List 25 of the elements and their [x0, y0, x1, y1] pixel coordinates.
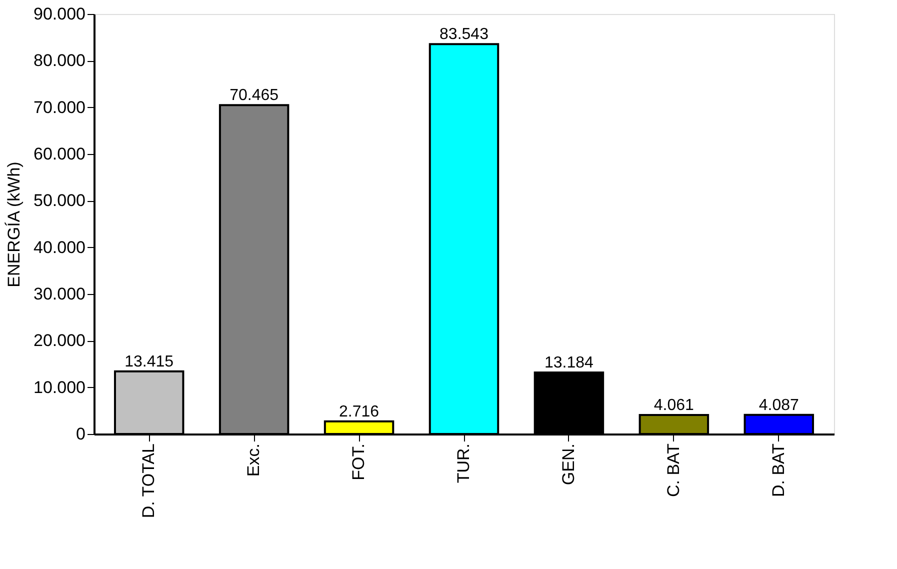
- data-label: 83.543: [440, 26, 489, 44]
- data-label: 2.716: [339, 403, 380, 420]
- y-tick-label: 40.000: [34, 238, 86, 257]
- y-tick-label: 50.000: [34, 191, 86, 210]
- y-tick-label: 90.000: [34, 4, 86, 24]
- y-tick-label: 30.000: [34, 284, 86, 304]
- y-tick-label: 70.000: [34, 98, 86, 117]
- data-label: 13.415: [124, 353, 174, 370]
- x-tick-label: TUR.: [454, 444, 473, 484]
- data-label: 4.087: [758, 396, 800, 414]
- x-tick-label: Exc.: [244, 444, 264, 477]
- data-label: 4.061: [654, 397, 694, 414]
- x-tick-label: D. TOTAL: [139, 444, 158, 518]
- x-tick-label: FOT.: [349, 444, 368, 480]
- y-tick-label: 20.000: [34, 331, 86, 350]
- data-label: 70.465: [230, 87, 279, 104]
- y-tick-label: 60.000: [34, 144, 86, 164]
- y-tick-label: 0: [76, 424, 86, 444]
- x-tick-label: D. BAT: [768, 444, 788, 498]
- x-tick-label: GEN.: [558, 444, 578, 486]
- y-tick-label: 80.000: [34, 51, 86, 70]
- data-label: 13.184: [544, 354, 594, 372]
- y-axis-title: ENERGÍA (kWh): [4, 162, 24, 288]
- x-tick-label: C. BAT: [664, 444, 683, 498]
- y-tick-label: 10.000: [34, 378, 86, 397]
